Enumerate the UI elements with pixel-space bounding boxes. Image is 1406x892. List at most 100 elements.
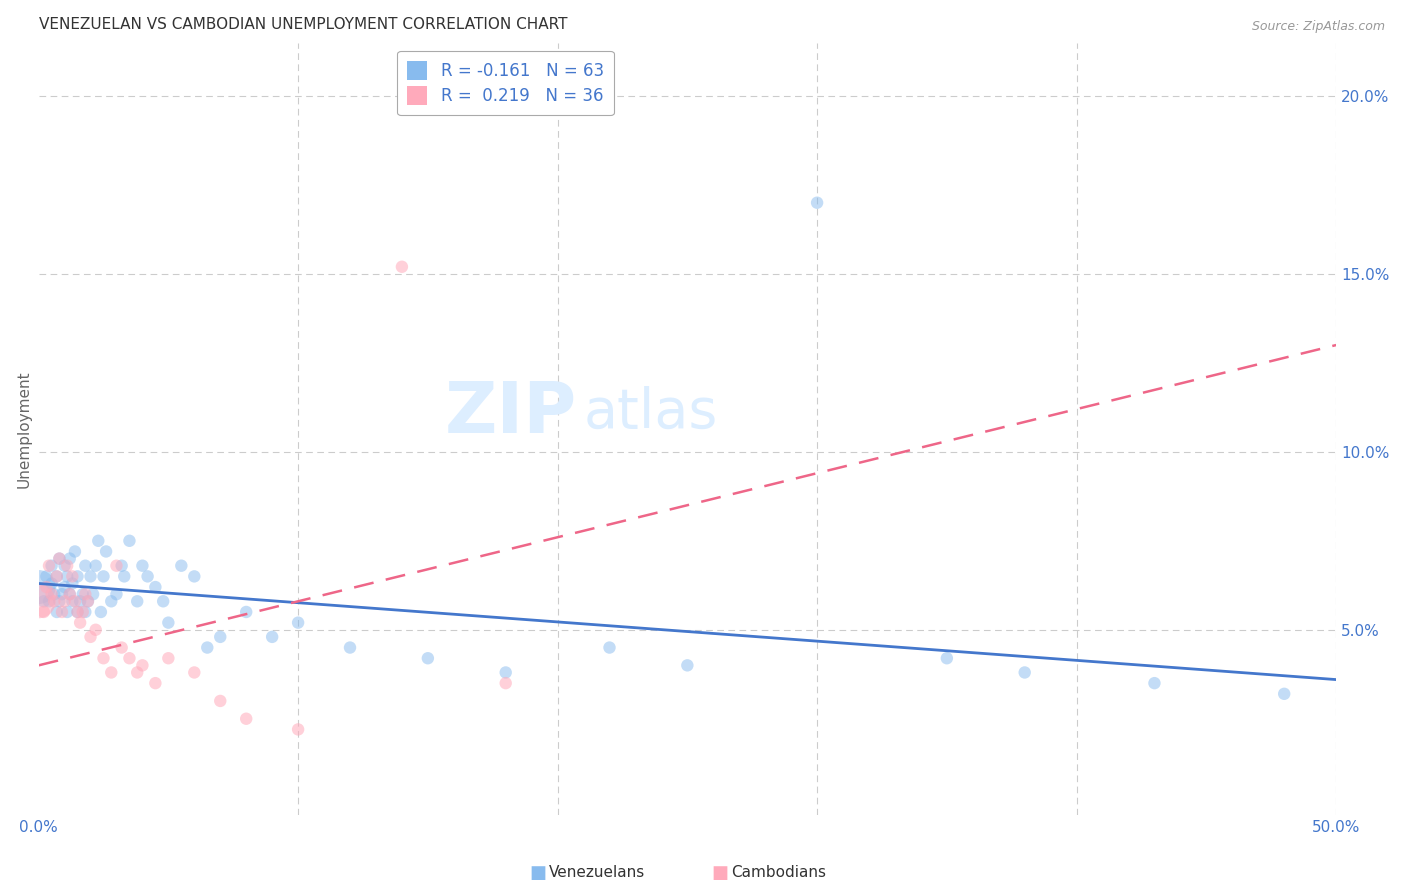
Point bbox=[32, 605, 55, 619]
Point bbox=[75, 587, 97, 601]
Point bbox=[145, 580, 167, 594]
Point bbox=[495, 665, 517, 680]
Point bbox=[38, 558, 60, 573]
Point bbox=[195, 640, 218, 655]
Point bbox=[45, 569, 67, 583]
Point bbox=[599, 640, 621, 655]
Point bbox=[183, 569, 205, 583]
Point bbox=[100, 665, 122, 680]
Text: atlas: atlas bbox=[583, 386, 718, 441]
Point bbox=[90, 605, 112, 619]
Point bbox=[60, 569, 83, 583]
Point bbox=[56, 569, 79, 583]
Point bbox=[287, 615, 309, 630]
Point bbox=[105, 587, 128, 601]
Point bbox=[111, 640, 134, 655]
Point bbox=[87, 533, 110, 548]
Point bbox=[262, 630, 284, 644]
Point bbox=[391, 260, 413, 274]
Point bbox=[339, 640, 361, 655]
Point bbox=[56, 605, 79, 619]
Point bbox=[51, 587, 73, 601]
Point bbox=[72, 605, 94, 619]
Point bbox=[1143, 676, 1166, 690]
Text: ZIP: ZIP bbox=[444, 379, 576, 448]
Point bbox=[111, 558, 134, 573]
Point bbox=[94, 544, 117, 558]
Point bbox=[93, 569, 115, 583]
Point bbox=[84, 558, 107, 573]
Point bbox=[84, 623, 107, 637]
Point bbox=[209, 630, 232, 644]
Point bbox=[93, 651, 115, 665]
Point bbox=[157, 651, 180, 665]
Point bbox=[66, 569, 89, 583]
Point bbox=[183, 665, 205, 680]
Text: Source: ZipAtlas.com: Source: ZipAtlas.com bbox=[1251, 20, 1385, 33]
Point bbox=[416, 651, 439, 665]
Point bbox=[127, 665, 149, 680]
Point bbox=[131, 658, 153, 673]
Point bbox=[59, 587, 82, 601]
Point bbox=[60, 576, 83, 591]
Point bbox=[152, 594, 174, 608]
Point bbox=[69, 615, 91, 630]
Point bbox=[806, 195, 828, 210]
Point bbox=[53, 558, 76, 573]
Point bbox=[131, 558, 153, 573]
Point bbox=[63, 594, 86, 608]
Point bbox=[41, 576, 63, 591]
Point bbox=[41, 587, 63, 601]
Point bbox=[66, 605, 89, 619]
Point bbox=[53, 580, 76, 594]
Point bbox=[235, 712, 257, 726]
Point bbox=[105, 558, 128, 573]
Point bbox=[1272, 687, 1295, 701]
Point bbox=[118, 533, 141, 548]
Point bbox=[66, 605, 89, 619]
Point bbox=[127, 594, 149, 608]
Point bbox=[44, 587, 66, 601]
Point bbox=[235, 605, 257, 619]
Point bbox=[82, 587, 104, 601]
Point bbox=[59, 551, 82, 566]
Point bbox=[48, 594, 70, 608]
Point bbox=[27, 594, 49, 608]
Point bbox=[59, 587, 82, 601]
Point bbox=[170, 558, 193, 573]
Text: ■: ■ bbox=[530, 863, 547, 881]
Point bbox=[75, 605, 97, 619]
Point bbox=[27, 580, 49, 594]
Point bbox=[145, 676, 167, 690]
Point bbox=[38, 594, 60, 608]
Point bbox=[79, 569, 101, 583]
Legend: R = -0.161   N = 63, R =  0.219   N = 36: R = -0.161 N = 63, R = 0.219 N = 36 bbox=[398, 51, 614, 115]
Point bbox=[209, 694, 232, 708]
Point bbox=[495, 676, 517, 690]
Point bbox=[75, 558, 97, 573]
Point bbox=[45, 569, 67, 583]
Point bbox=[69, 594, 91, 608]
Text: Venezuelans: Venezuelans bbox=[548, 865, 645, 880]
Point bbox=[935, 651, 957, 665]
Text: VENEZUELAN VS CAMBODIAN UNEMPLOYMENT CORRELATION CHART: VENEZUELAN VS CAMBODIAN UNEMPLOYMENT COR… bbox=[38, 17, 567, 32]
Point bbox=[48, 551, 70, 566]
Point bbox=[118, 651, 141, 665]
Y-axis label: Unemployment: Unemployment bbox=[17, 370, 32, 488]
Point bbox=[676, 658, 699, 673]
Point bbox=[100, 594, 122, 608]
Point bbox=[35, 580, 58, 594]
Point bbox=[44, 594, 66, 608]
Point bbox=[136, 569, 159, 583]
Point bbox=[1014, 665, 1036, 680]
Text: ■: ■ bbox=[711, 863, 728, 881]
Point bbox=[35, 569, 58, 583]
Point bbox=[77, 594, 100, 608]
Point bbox=[63, 544, 86, 558]
Point bbox=[287, 723, 309, 737]
Point bbox=[72, 587, 94, 601]
Point bbox=[32, 594, 55, 608]
Point bbox=[48, 551, 70, 566]
Point bbox=[60, 594, 83, 608]
Text: Cambodians: Cambodians bbox=[731, 865, 825, 880]
